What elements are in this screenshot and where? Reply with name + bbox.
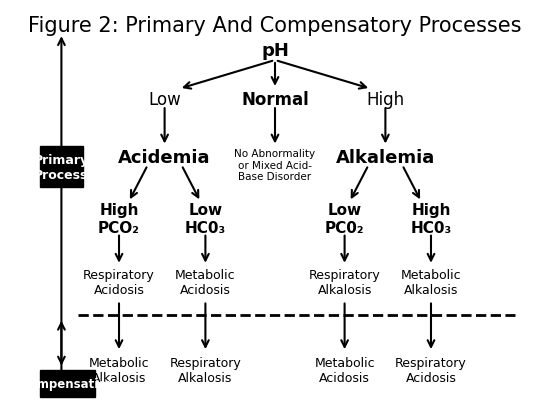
Text: No Abnormality
or Mixed Acid-
Base Disorder: No Abnormality or Mixed Acid- Base Disor…	[234, 149, 316, 182]
Text: Alkalemia: Alkalemia	[336, 148, 435, 166]
FancyBboxPatch shape	[40, 147, 83, 188]
Text: Respiratory
Alkalosis: Respiratory Alkalosis	[309, 268, 381, 297]
Text: Respiratory
Acidosis: Respiratory Acidosis	[395, 356, 467, 385]
FancyBboxPatch shape	[40, 370, 95, 397]
Text: Primary
Process: Primary Process	[34, 154, 89, 181]
Text: Compensation: Compensation	[20, 377, 115, 390]
Text: Acidemia: Acidemia	[118, 148, 211, 166]
Text: High
HC0₃: High HC0₃	[410, 203, 452, 235]
Text: High
PCO₂: High PCO₂	[98, 203, 140, 235]
Text: High: High	[366, 91, 404, 109]
Text: Metabolic
Acidosis: Metabolic Acidosis	[175, 268, 236, 297]
Text: Metabolic
Alkalosis: Metabolic Alkalosis	[89, 356, 149, 385]
Text: Metabolic
Acidosis: Metabolic Acidosis	[314, 356, 375, 385]
Text: Low: Low	[148, 91, 181, 109]
Text: Low
PC0₂: Low PC0₂	[325, 203, 364, 235]
Text: Low
HC0₃: Low HC0₃	[185, 203, 226, 235]
Text: Metabolic
Alkalosis: Metabolic Alkalosis	[401, 268, 461, 297]
Text: Respiratory
Acidosis: Respiratory Acidosis	[83, 268, 155, 297]
Text: Figure 2: Primary And Compensatory Processes: Figure 2: Primary And Compensatory Proce…	[28, 16, 522, 36]
Text: pH: pH	[261, 42, 289, 59]
Text: Normal: Normal	[241, 91, 309, 109]
Text: Respiratory
Alkalosis: Respiratory Alkalosis	[169, 356, 241, 385]
